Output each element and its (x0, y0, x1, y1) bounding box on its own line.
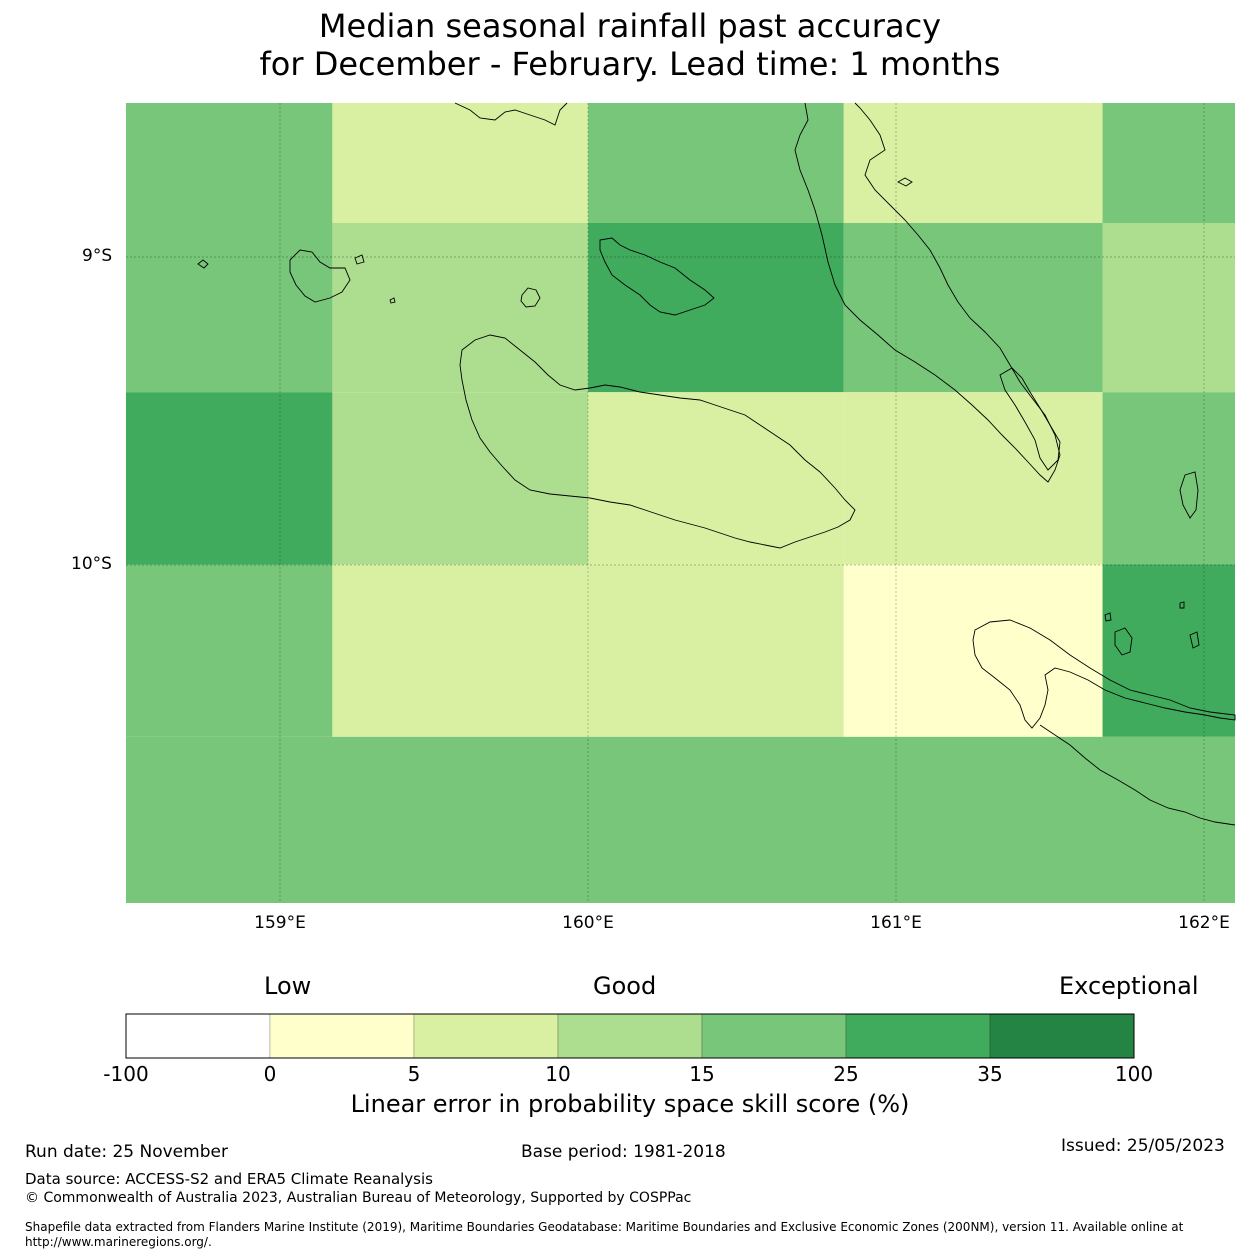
colorbar-tick: 35 (977, 1062, 1003, 1086)
skill-cell (126, 103, 333, 223)
skill-cell (588, 564, 844, 737)
colorbar-segment (989, 1013, 1135, 1059)
coastline-florida-islands (599, 237, 715, 316)
skill-cell (1102, 392, 1235, 565)
skill-cell (843, 564, 1103, 737)
skill-cell (843, 223, 1103, 393)
coastline-islet-5 (1179, 471, 1199, 519)
coastline-islet-9 (1179, 601, 1185, 609)
coastline-islet-3 (354, 254, 365, 265)
skill-grid (126, 103, 1235, 903)
data-source: Data source: ACCESS-S2 and ERA5 Climate … (25, 1170, 433, 1188)
colorbar-tick: 100 (1114, 1062, 1154, 1086)
lon-label-161e: 161°E (870, 913, 922, 933)
colorbar-tick: 5 (407, 1062, 421, 1086)
skill-cell (332, 392, 589, 565)
colorbar-segment (557, 1013, 703, 1059)
copyright: © Commonwealth of Australia 2023, Austra… (25, 1190, 692, 1206)
chart-title-line1: Median seasonal rainfall past accuracy (318, 7, 942, 45)
colorbar-segment (125, 1013, 271, 1059)
coastline-north-coast (454, 102, 568, 126)
legend-category-exceptional: Exceptional (1059, 972, 1199, 1000)
coastline-islet-1 (197, 259, 209, 269)
lon-label-159e: 159°E (254, 913, 306, 933)
skill-cell (843, 103, 1103, 223)
lat-label-9s: 9°S (82, 246, 113, 266)
lon-label-162e: 162°E (1178, 913, 1230, 933)
colorbar-tick: 25 (833, 1062, 859, 1086)
coastline-islet-4 (897, 177, 913, 187)
coastline-makira (972, 619, 1236, 729)
lat-label-10s: 10°S (71, 554, 112, 574)
skill-cell (332, 564, 589, 737)
shapefile-credit: Shapefile data extracted from Flanders M… (25, 1220, 1184, 1249)
skill-cell (1102, 103, 1235, 223)
coastline-savo (520, 287, 541, 308)
legend-category-good: Good (593, 972, 657, 1000)
coastline-islet-6 (1114, 627, 1133, 656)
graticule (126, 103, 1235, 903)
skill-cell (126, 564, 333, 737)
lon-label-160e: 160°E (562, 913, 614, 933)
coastline-islet-2 (389, 297, 396, 304)
skill-cell (126, 736, 1235, 903)
colorbar-tick: 15 (689, 1062, 715, 1086)
colorbar-tick: -100 (103, 1062, 149, 1086)
coastline-south-coast (1039, 724, 1236, 826)
coastline-islet-7 (1104, 612, 1112, 622)
run-date: Run date: 25 November (25, 1142, 228, 1162)
skill-cell (126, 223, 333, 393)
coastlines (197, 102, 1236, 826)
coastline-russell-islands (289, 249, 351, 303)
skill-cell (126, 392, 333, 565)
issued-date: Issued: 25/05/2023 (1061, 1136, 1225, 1156)
colorbar-segment (269, 1013, 415, 1059)
coastline-guadalcanal (459, 334, 856, 549)
chart-title-line2: for December - February. Lead time: 1 mo… (259, 45, 1001, 83)
colorbar-tick: 10 (545, 1062, 571, 1086)
colorbar-frame (125, 1013, 1135, 1059)
skill-cell (588, 392, 844, 565)
colorbar-segment (701, 1013, 847, 1059)
colorbar-tick: 0 (263, 1062, 277, 1086)
skill-cell (1102, 223, 1235, 393)
colorbar (125, 1013, 1135, 1059)
colorbar-segment (845, 1013, 991, 1059)
skill-cell (1102, 564, 1235, 737)
colorbar-title: Linear error in probability space skill … (350, 1090, 910, 1118)
skill-cell (588, 103, 844, 223)
skill-cell (588, 223, 844, 393)
colorbar-segment (413, 1013, 559, 1059)
coastline-small-malaita (999, 367, 1061, 471)
coastline-islet-8 (1189, 631, 1200, 649)
base-period: Base period: 1981-2018 (521, 1142, 726, 1162)
coastline-malaita (794, 102, 1061, 483)
skill-cell (843, 392, 1103, 565)
skill-cell (332, 103, 589, 223)
legend-category-low: Low (264, 972, 312, 1000)
